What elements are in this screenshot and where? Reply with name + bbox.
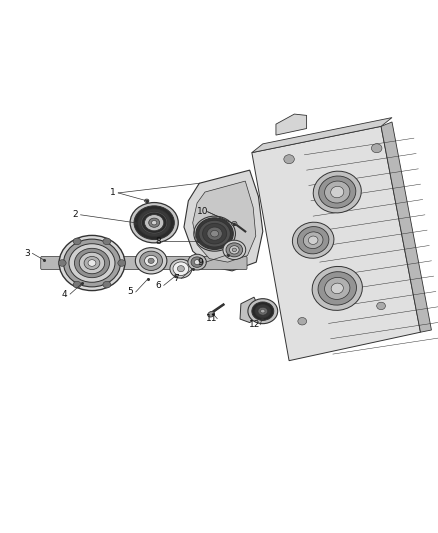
Ellipse shape <box>293 222 334 258</box>
Polygon shape <box>252 126 420 361</box>
Ellipse shape <box>211 230 219 237</box>
Ellipse shape <box>140 251 162 270</box>
Polygon shape <box>276 114 307 135</box>
Ellipse shape <box>148 258 154 263</box>
Text: 6: 6 <box>155 281 162 290</box>
Ellipse shape <box>308 236 318 245</box>
Polygon shape <box>184 170 263 271</box>
Text: 9: 9 <box>198 257 204 266</box>
Ellipse shape <box>134 206 174 239</box>
Ellipse shape <box>232 248 237 252</box>
Text: 3: 3 <box>24 249 30 258</box>
Ellipse shape <box>69 244 115 282</box>
Text: 4: 4 <box>62 289 67 298</box>
Ellipse shape <box>73 281 81 288</box>
Text: 8: 8 <box>155 237 162 246</box>
Ellipse shape <box>145 199 149 203</box>
Text: 1: 1 <box>110 189 116 197</box>
Ellipse shape <box>202 223 227 244</box>
Ellipse shape <box>284 155 294 164</box>
FancyBboxPatch shape <box>41 256 247 270</box>
Ellipse shape <box>226 243 243 257</box>
Ellipse shape <box>145 255 158 266</box>
Ellipse shape <box>331 283 343 294</box>
Ellipse shape <box>170 259 192 278</box>
Ellipse shape <box>58 260 66 266</box>
Text: 2: 2 <box>73 211 78 219</box>
Ellipse shape <box>319 176 356 208</box>
Ellipse shape <box>331 187 344 198</box>
Ellipse shape <box>118 260 126 266</box>
Ellipse shape <box>207 227 222 240</box>
Ellipse shape <box>371 144 382 153</box>
Ellipse shape <box>191 257 203 268</box>
Ellipse shape <box>141 212 167 233</box>
Text: 10: 10 <box>197 207 208 216</box>
Ellipse shape <box>248 298 278 324</box>
Ellipse shape <box>232 221 237 226</box>
Ellipse shape <box>255 304 271 318</box>
Ellipse shape <box>135 248 167 274</box>
Ellipse shape <box>74 248 110 278</box>
Ellipse shape <box>59 236 125 290</box>
Text: 12: 12 <box>249 320 261 329</box>
Ellipse shape <box>298 318 307 325</box>
Ellipse shape <box>88 260 96 266</box>
Ellipse shape <box>64 239 120 287</box>
Ellipse shape <box>152 221 157 225</box>
Ellipse shape <box>252 302 274 320</box>
Ellipse shape <box>188 254 206 270</box>
Ellipse shape <box>148 218 159 227</box>
Ellipse shape <box>199 220 230 247</box>
Ellipse shape <box>79 252 105 274</box>
Ellipse shape <box>73 238 81 245</box>
Polygon shape <box>381 122 431 332</box>
Ellipse shape <box>84 256 100 270</box>
Ellipse shape <box>230 246 239 254</box>
Polygon shape <box>193 181 256 262</box>
Text: 11: 11 <box>206 314 218 323</box>
Ellipse shape <box>261 310 265 313</box>
Ellipse shape <box>377 302 385 310</box>
Ellipse shape <box>103 238 111 245</box>
Ellipse shape <box>145 215 164 231</box>
Ellipse shape <box>312 266 362 310</box>
Ellipse shape <box>304 232 323 248</box>
Ellipse shape <box>138 209 170 237</box>
Text: 7: 7 <box>173 274 179 283</box>
Ellipse shape <box>130 203 178 243</box>
Ellipse shape <box>325 277 350 300</box>
Ellipse shape <box>297 227 329 254</box>
Polygon shape <box>252 118 392 152</box>
Ellipse shape <box>223 240 246 260</box>
Ellipse shape <box>318 272 357 305</box>
Polygon shape <box>240 297 258 322</box>
Ellipse shape <box>208 311 215 317</box>
Ellipse shape <box>313 171 361 213</box>
Ellipse shape <box>173 262 189 276</box>
Ellipse shape <box>177 265 184 272</box>
Ellipse shape <box>196 218 233 249</box>
Ellipse shape <box>325 181 350 203</box>
Ellipse shape <box>103 281 111 288</box>
Ellipse shape <box>194 260 200 264</box>
Text: 5: 5 <box>127 287 134 296</box>
Ellipse shape <box>258 307 268 315</box>
